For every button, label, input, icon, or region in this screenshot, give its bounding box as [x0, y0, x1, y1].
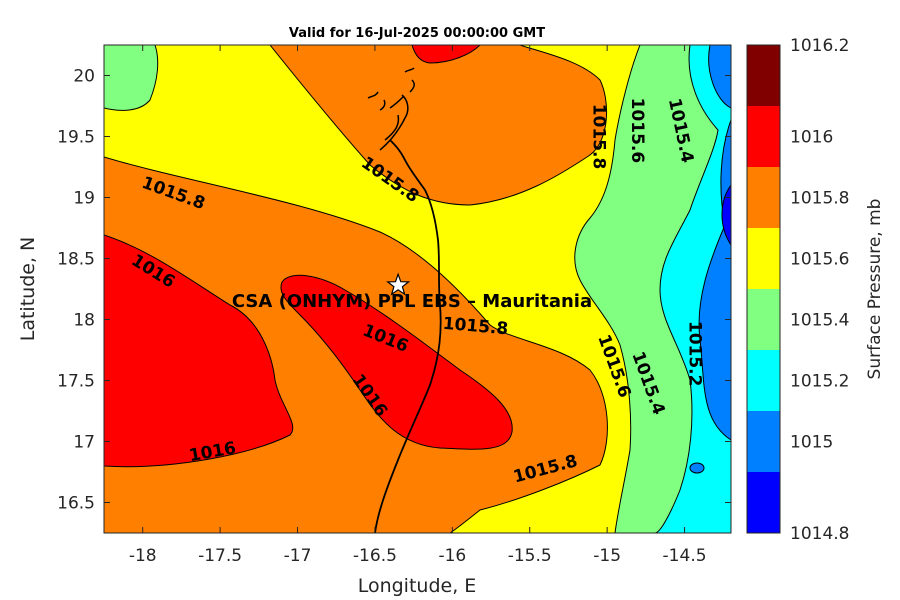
y-tick-label: 17 — [73, 433, 95, 453]
axis-ticks: -18 -17.5 -17 -16.5 -16 -15.5 -15 -14.5 16.5 17 17… — [57, 45, 731, 566]
coastline — [374, 139, 442, 533]
y-tick-label: 17.5 — [57, 372, 95, 392]
chart-title: Valid for 16-Jul-2025 00:00:00 GMT — [289, 26, 545, 41]
colorbar-tick-label: 1015 — [790, 433, 833, 453]
colorbar-tick-label: 1016 — [790, 128, 833, 148]
contour-label: 1015.2 — [684, 321, 704, 387]
x-tick-label: -16 — [438, 546, 466, 566]
y-tick-label: 16.5 — [57, 494, 95, 514]
coastal-islands — [367, 67, 415, 151]
colorbar-tick-label: 1015.8 — [790, 189, 849, 209]
band-1015-spot — [689, 462, 705, 474]
colorbar-swatch — [747, 350, 780, 412]
colorbar-swatch — [747, 472, 780, 534]
colorbar: 1016.2 1016 1015.8 1015.6 1015.4 1015.2 1015 10… — [746, 36, 849, 544]
band-1015-8-north — [269, 45, 608, 206]
colorbar-swatch — [747, 45, 780, 107]
x-axis-label: Longitude, E — [358, 575, 477, 597]
y-axis-label: Latitude, N — [17, 237, 39, 342]
colorbar-swatch — [747, 289, 780, 351]
x-tick-label: -14.5 — [663, 546, 707, 566]
y-tick-label: 20 — [73, 67, 95, 87]
contour-label-text: 1015.6 — [627, 98, 647, 164]
colorbar-frame — [746, 44, 781, 534]
plot-frame — [103, 44, 732, 534]
colorbar-swatch — [747, 411, 780, 473]
y-tick-label: 18.5 — [57, 250, 95, 270]
colorbar-tick-label: 1016.2 — [790, 36, 849, 56]
x-tick-label: -18 — [129, 546, 157, 566]
station-label: CSA (ONHYM) PPL EBS – Mauritania — [232, 291, 592, 312]
colorbar-swatch — [747, 167, 780, 229]
x-tick-label: -17 — [284, 546, 312, 566]
y-tick-label: 18 — [73, 311, 95, 331]
contour-label: 1015.8 — [588, 104, 608, 170]
colorbar-tick-label: 1014.8 — [790, 524, 849, 544]
band-1015-east — [698, 119, 731, 441]
colorbar-tick-label: 1015.6 — [790, 250, 849, 270]
colorbar-label: Surface Pressure, mb — [865, 199, 885, 380]
contour-label: 1015.6 — [627, 98, 647, 164]
colorbar-tick-label: 1015.2 — [790, 372, 849, 392]
contour-label-text: 1015.2 — [684, 321, 704, 387]
contour-fill-area — [104, 45, 731, 533]
x-tick-label: -15.5 — [508, 546, 552, 566]
y-tick-label: 19.5 — [57, 128, 95, 148]
band-1016-west — [104, 234, 294, 468]
x-tick-label: -15 — [593, 546, 621, 566]
contour-label-text: 1015.8 — [588, 104, 608, 170]
colorbar-swatch — [747, 228, 780, 290]
y-tick-label: 19 — [73, 189, 95, 209]
band-1016-central — [280, 274, 513, 450]
station-star-icon — [386, 272, 411, 296]
band-1015-4-northwest — [104, 45, 159, 111]
x-tick-label: -17.5 — [198, 546, 242, 566]
x-tick-label: -16.5 — [353, 546, 397, 566]
colorbar-swatch — [747, 106, 780, 168]
band-1016-top — [411, 45, 481, 64]
colorbar-tick-label: 1015.4 — [790, 311, 849, 331]
